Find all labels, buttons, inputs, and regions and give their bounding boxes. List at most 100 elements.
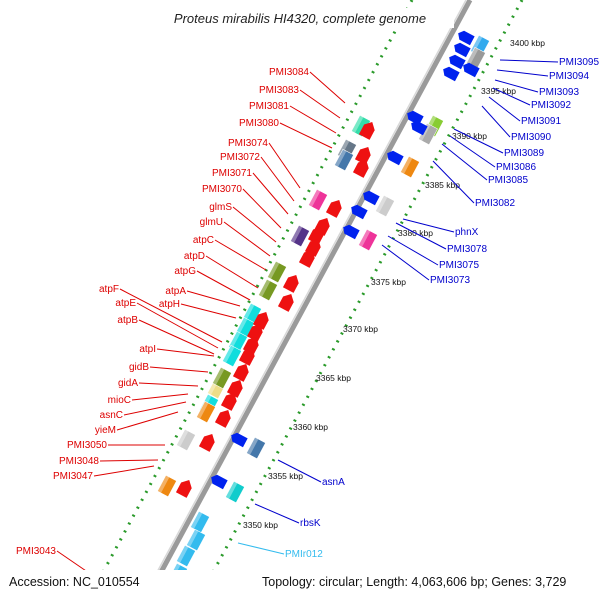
- forward-gene-leader-pmi3084: [309, 71, 346, 104]
- forward-gene-leader-pmi3074: [268, 142, 301, 189]
- forward-gene-label-pmi3048: PMI3048: [59, 456, 99, 467]
- reverse-gene-label-pmi3078: PMI3078: [447, 244, 487, 255]
- reverse-gene-leader-pmi3078: [395, 222, 447, 250]
- tick-label-3390-kbp: 3390 kbp: [452, 131, 487, 141]
- gene-feature: [407, 110, 424, 126]
- tick-label-3385-kbp: 3385 kbp: [425, 180, 460, 190]
- gene-feature: [352, 160, 369, 178]
- forward-gene-leader-pmi3083: [299, 89, 341, 119]
- forward-gene-leader-pmi3080: [279, 122, 333, 149]
- outer-tick-track: [196, 0, 524, 600]
- inner-dotted-track: [86, 0, 414, 600]
- gene-feature: [363, 190, 380, 206]
- gene-feature: [246, 436, 266, 460]
- gene-feature: [157, 474, 177, 498]
- gene-feature: [212, 366, 232, 390]
- gene-feature: [258, 278, 278, 302]
- forward-gene-leader-atph: [180, 303, 237, 319]
- reverse-gene-leader-pmi3073: [381, 244, 430, 281]
- forward-gene-leader-asnc: [123, 401, 187, 416]
- reverse-gene-label-pmi3073: PMI3073: [430, 275, 470, 286]
- reverse-gene-label-pmi3092: PMI3092: [531, 100, 571, 111]
- reverse-gene-label-pmi3075: PMI3075: [439, 260, 479, 271]
- forward-gene-label-pmi3047: PMI3047: [53, 471, 93, 482]
- reverse-gene-leader-phnx: [402, 218, 455, 233]
- forward-gene-label-atpd: atpD: [184, 251, 205, 262]
- forward-gene-label-atpf: atpF: [99, 284, 119, 295]
- forward-gene-label-pmi3074: PMI3074: [228, 138, 268, 149]
- genome-backbone-highlight: [141, 0, 467, 600]
- reverse-gene-label-asna: asnA: [322, 477, 345, 488]
- gene-feature: [222, 344, 242, 368]
- gene-feature: [176, 428, 196, 452]
- gene-feature: [308, 188, 328, 212]
- gene-feature: [190, 510, 210, 534]
- forward-gene-leader-atpe: [136, 302, 219, 349]
- reverse-gene-label-pmi3085: PMI3085: [488, 175, 528, 186]
- tick-label-3400-kbp: 3400 kbp: [510, 38, 545, 48]
- gene-feature: [231, 432, 248, 448]
- forward-gene-label-atpa: atpA: [165, 286, 186, 297]
- forward-gene-label-atpe: atpE: [115, 298, 136, 309]
- forward-gene-leader-pmi3081: [289, 105, 337, 134]
- reverse-gene-leader-pmi3085: [441, 143, 488, 181]
- gene-feature: [211, 474, 228, 490]
- reverse-gene-leader-pmi3094: [496, 69, 549, 77]
- forward-gene-label-atpb: atpB: [117, 315, 138, 326]
- forward-gene-label-glms: glmS: [209, 202, 232, 213]
- accession-text: Accession: NC_010554: [9, 575, 140, 589]
- forward-gene-label-gidb: gidB: [129, 362, 149, 373]
- gene-feature: [400, 155, 420, 179]
- gene-feature: [325, 200, 342, 218]
- tick-label-3370-kbp: 3370 kbp: [343, 324, 378, 334]
- forward-gene-leader-pmi3048: [99, 459, 159, 462]
- gene-feature: [176, 544, 196, 568]
- footer-backdrop: [0, 570, 600, 600]
- forward-gene-label-atpg: atpG: [174, 266, 196, 277]
- forward-gene-leader-yiem: [116, 411, 179, 431]
- forward-gene-leader-atpf: [119, 288, 223, 343]
- label-leader-lines: [56, 59, 559, 576]
- tick-label-3355-kbp: 3355 kbp: [268, 471, 303, 481]
- gene-feature: [411, 120, 428, 136]
- forward-gene-label-pmi3071: PMI3071: [212, 168, 252, 179]
- gene-feature: [232, 364, 249, 382]
- topology-text: Topology: circular; Length: 4,063,606 bp…: [262, 575, 566, 589]
- gene-feature: [220, 393, 237, 411]
- gene-feature: [214, 410, 231, 428]
- forward-gene-label-pmi3081: PMI3081: [249, 101, 289, 112]
- genome-backbone: [143, 0, 473, 600]
- gene-feature: [267, 260, 287, 284]
- gene-feature: [443, 66, 460, 82]
- title-backdrop: [146, 8, 454, 28]
- forward-gene-leader-atpd: [205, 255, 259, 289]
- tick-label-3375-kbp: 3375 kbp: [371, 277, 406, 287]
- forward-gene-label-pmi3050: PMI3050: [67, 440, 107, 451]
- forward-gene-leader-pmi3071: [252, 172, 289, 215]
- gene-feature: [238, 348, 255, 366]
- gene-feature: [282, 275, 299, 293]
- tick-label-3350-kbp: 3350 kbp: [243, 520, 278, 530]
- gene-feature: [358, 122, 375, 140]
- forward-gene-label-yiem: yieM: [95, 425, 116, 436]
- reverse-gene-label-pmi3089: PMI3089: [504, 148, 544, 159]
- gene-feature: [298, 250, 315, 268]
- forward-gene-label-atph: atpH: [159, 299, 180, 310]
- forward-gene-label-gida: gidA: [118, 378, 138, 389]
- reverse-gene-label-pmi3091: PMI3091: [521, 116, 561, 127]
- forward-gene-leader-gida: [138, 382, 199, 387]
- forward-gene-label-asnc: asnC: [100, 410, 123, 421]
- tick-label-3360-kbp: 3360 kbp: [293, 422, 328, 432]
- gene-feature: [351, 204, 368, 220]
- forward-gene-label-pmi3043: PMI3043: [16, 546, 56, 557]
- forward-gene-leader-glmu: [223, 221, 271, 257]
- gene-feature: [454, 42, 471, 58]
- rna-gene-label-pmir012: PMIr012: [285, 549, 323, 560]
- forward-gene-label-glmu: glmU: [200, 217, 223, 228]
- reverse-gene-label-pmi3093: PMI3093: [539, 87, 579, 98]
- gene-labels: PMI3084 PMI3083 PMI3081 PMI3080 PMI3074 PMI30…: [16, 57, 599, 560]
- gene-feature: [307, 227, 324, 245]
- reverse-gene-label-pmi3086: PMI3086: [496, 162, 536, 173]
- forward-gene-label-pmi3080: PMI3080: [239, 118, 279, 129]
- forward-gene-leader-pmi3070: [242, 188, 282, 229]
